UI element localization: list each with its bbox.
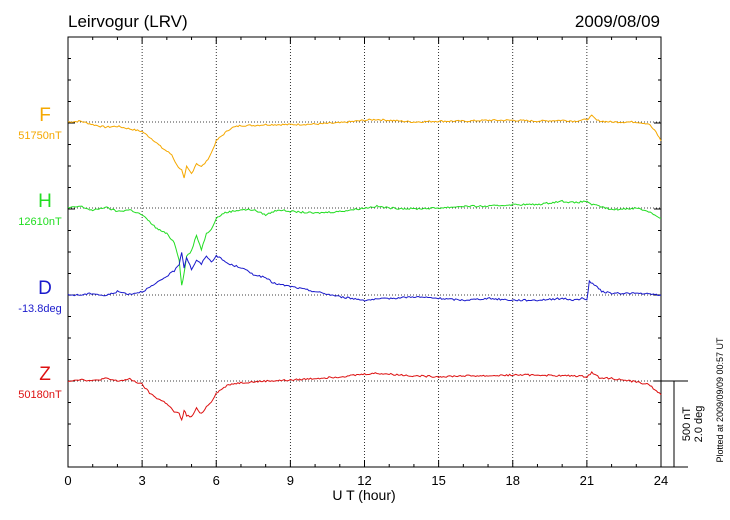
grid [68, 37, 661, 467]
scale-bar-nt: 500 nT [681, 407, 693, 442]
plot-frame [67, 36, 662, 468]
series-line-f [67, 114, 662, 179]
scale-bar-deg: 2.0 deg [693, 406, 705, 443]
chart-date: 2009/08/09 [575, 12, 660, 31]
x-tick-label: 18 [506, 473, 520, 488]
x-tick-label: 9 [287, 473, 294, 488]
series-line-z [67, 370, 662, 422]
series-baseline-h: 12610nT [18, 216, 62, 228]
series-name-h: H [38, 191, 52, 212]
x-axis-label: U T (hour) [332, 487, 395, 503]
axis-ticks [67, 37, 662, 467]
series-line-d [67, 252, 662, 302]
scale-bar: 500 nT 2.0 deg [661, 380, 705, 468]
plotted-timestamp: Plotted at 2009/09/09 00:57 UT [715, 337, 725, 463]
series-name-z: Z [39, 364, 51, 385]
x-tick-label: 15 [431, 473, 445, 488]
series-baseline-z: 50180nT [18, 389, 62, 401]
series-name-d: D [38, 278, 52, 299]
series-baseline-f: 51750nT [18, 130, 62, 142]
series-line-h [67, 199, 662, 286]
x-tick-label: 12 [357, 473, 371, 488]
x-tick-label: 6 [213, 473, 220, 488]
series-name-f: F [39, 105, 51, 126]
x-tick-label: 0 [64, 473, 71, 488]
x-tick-label: 24 [654, 473, 668, 488]
series-layer: F 51750nT H 12610nT D -13.8deg Z 50180nT [18, 105, 662, 422]
x-tick-labels: 0 3 6 9 12 15 18 21 24 [64, 473, 668, 488]
chart-title: Leirvogur (LRV) [68, 12, 188, 31]
x-tick-label: 3 [139, 473, 146, 488]
series-baseline-d: -13.8deg [18, 303, 61, 315]
x-tick-label: 21 [580, 473, 594, 488]
